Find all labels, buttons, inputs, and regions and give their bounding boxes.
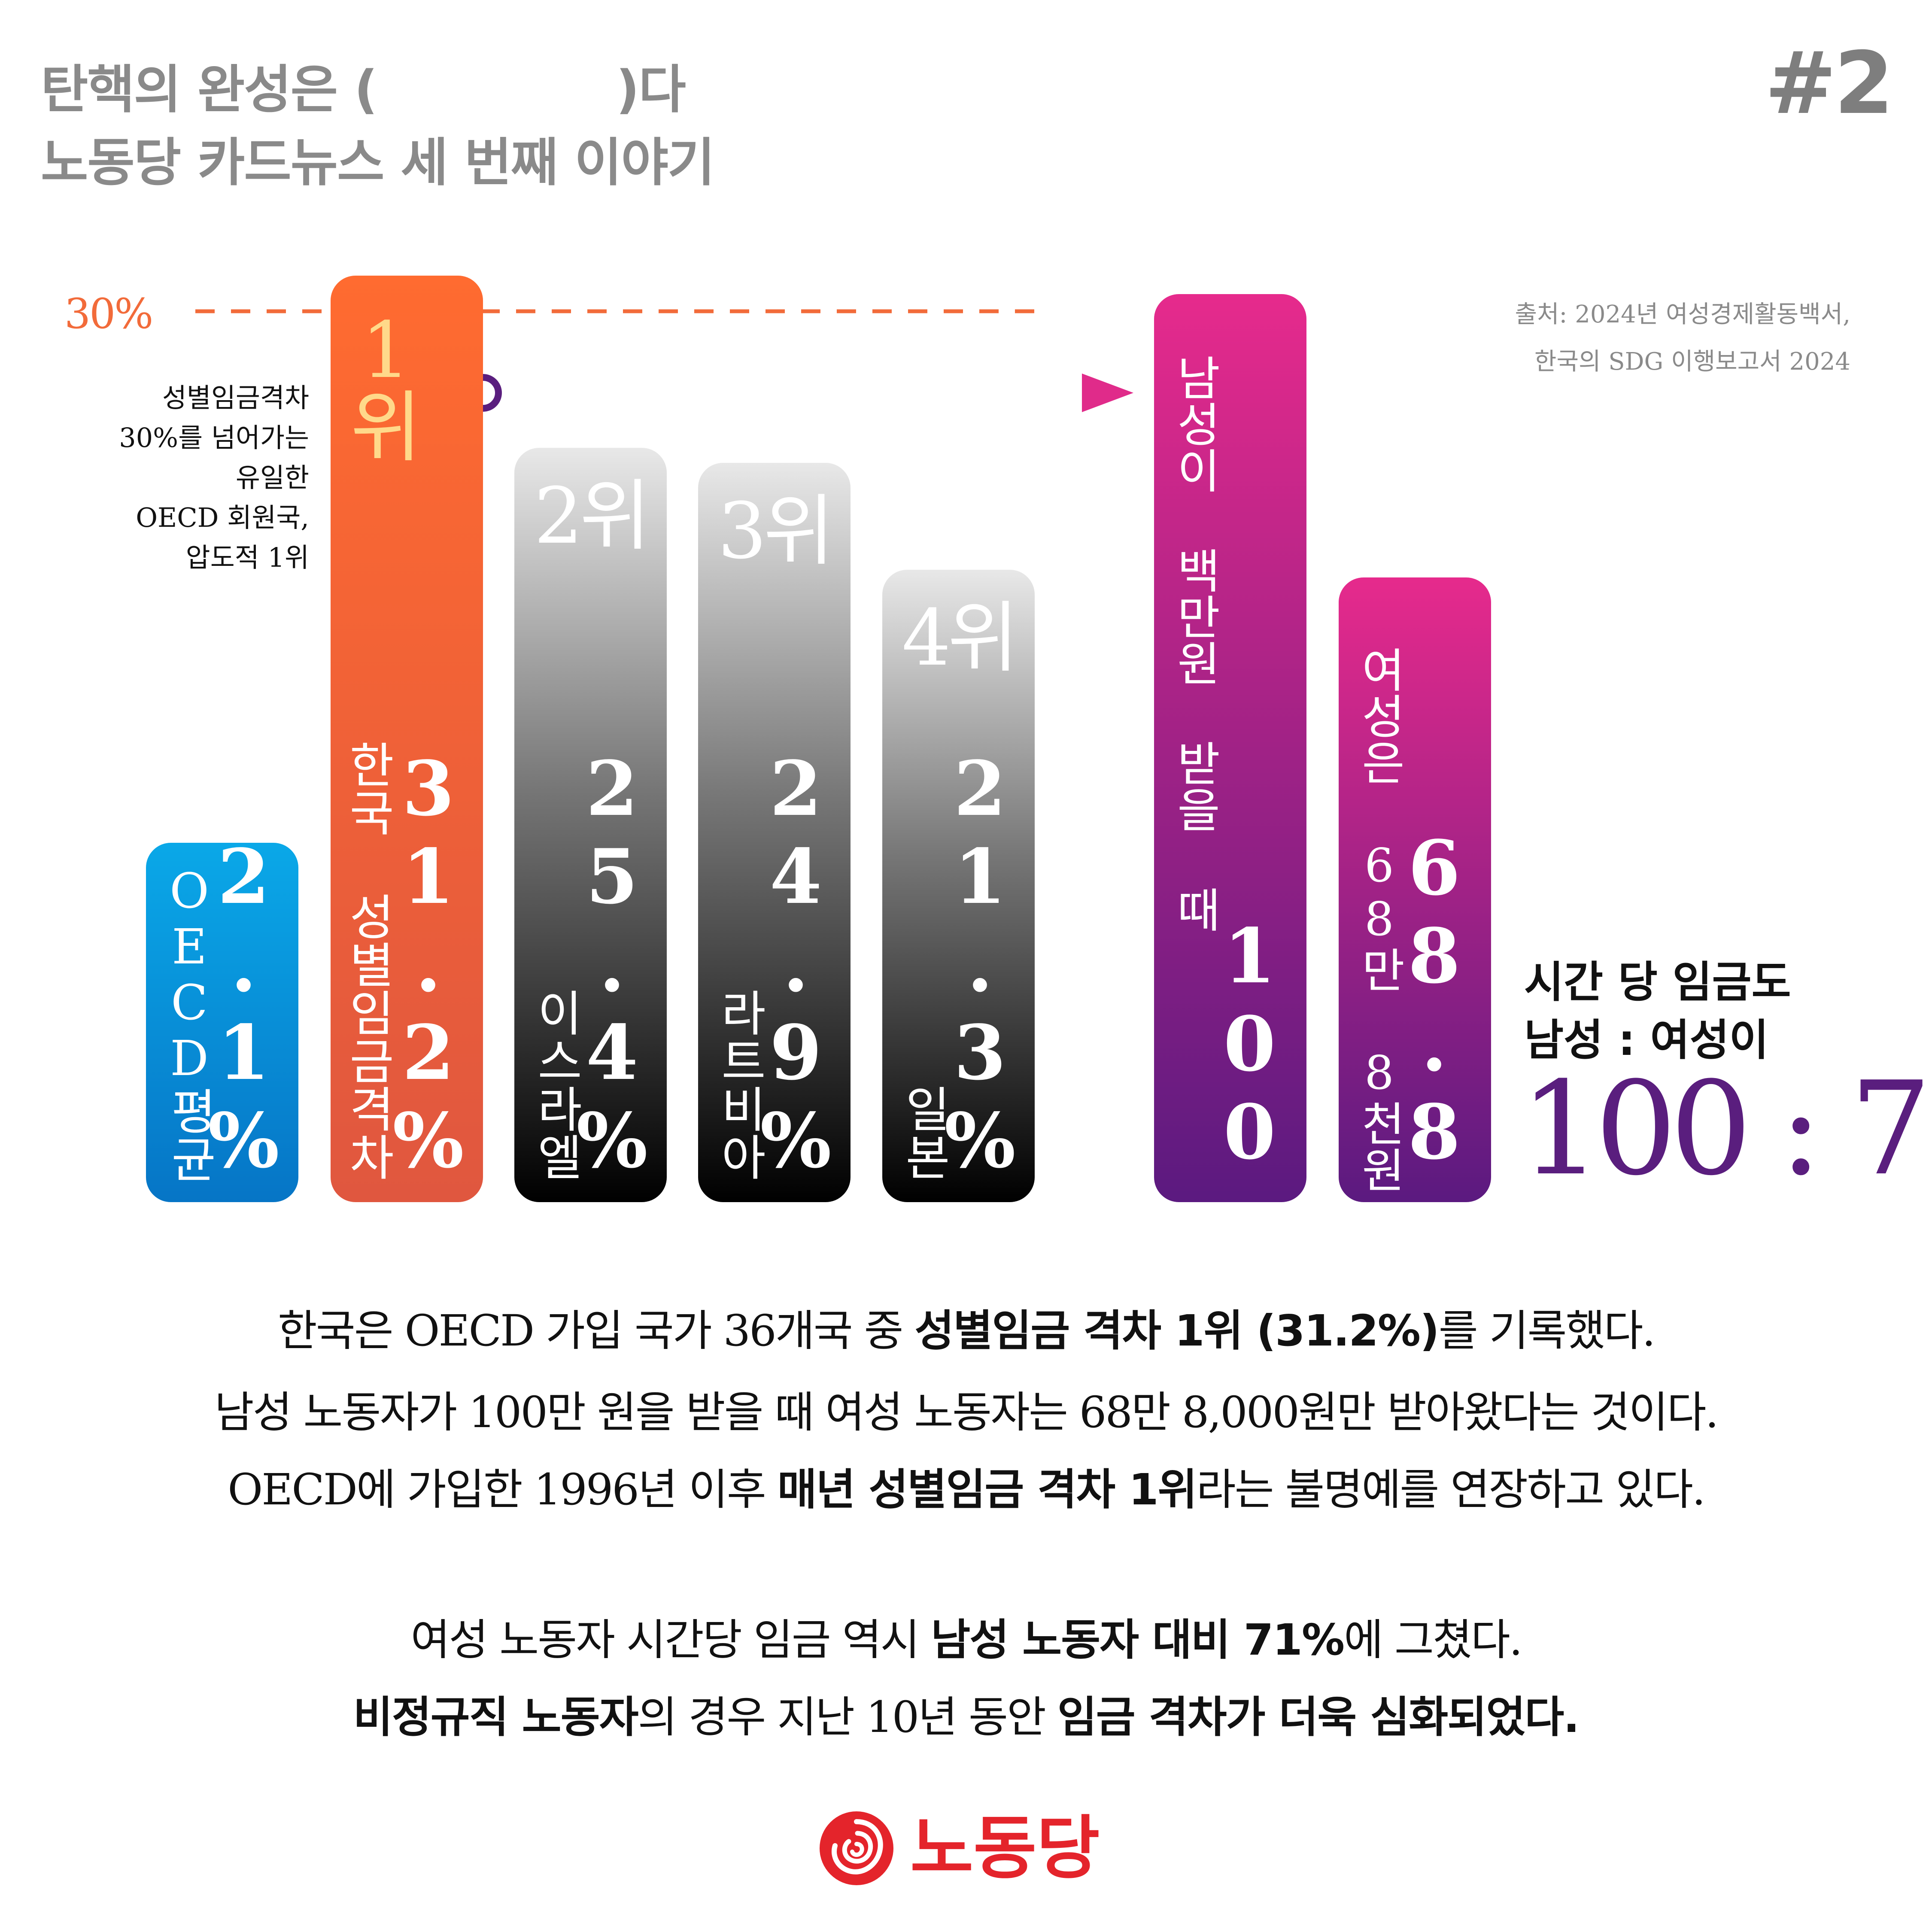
paragraph-1-line-3: OECD에 가입한 1996년 이후 매년 성별임금 격차 1위라는 불명예를 …	[228, 1464, 1706, 1515]
bar-korea: 1위 한국 성별임금격차 31.2%	[331, 276, 483, 1202]
annotation-text: 성별임금격차 30%를 넘어가는 유일한 OECD 회원국, 압도적 1위	[119, 378, 309, 577]
bar-value: 21.3%	[936, 745, 1024, 1185]
annotation-line: 30%를 넘어가는	[119, 422, 309, 453]
bar-female-wage: 여성은 68만 8천원 68.8	[1339, 577, 1491, 1202]
annotation-line: OECD 회원국,	[136, 502, 309, 533]
bar-japan: 4위 일본 21.3%	[882, 569, 1035, 1202]
bar-oecd-average: OECD평균 12.1%	[146, 745, 298, 1202]
bar-value: 25.4%	[568, 744, 656, 1185]
logo-text: 노동당	[910, 1808, 1100, 1888]
annotation-line: 유일한	[235, 462, 309, 493]
party-logo: 노동당	[818, 1805, 1118, 1891]
bar-value: 12.1%	[200, 744, 288, 1185]
source-line-2: 한국의 SDG 이행보고서 2024	[1534, 348, 1850, 376]
hourly-line-1: 시간 당 임금도	[1524, 957, 1791, 1007]
threshold-label: 30%	[64, 290, 153, 338]
paragraph-2-line-1: 여성 노동자 시간당 임금 역시 남성 노동자 대비 71%에 그쳤다.	[410, 1615, 1522, 1665]
bar-label: 한국 성별임금격차	[340, 740, 395, 1181]
bar-label: 여성은 68만 8천원	[1352, 646, 1406, 1193]
rank-label: 3위	[717, 486, 834, 576]
bar-latvia: 3위 라트비아 24.9%	[698, 462, 851, 1202]
paragraph-1-line-1: 한국은 OECD 가입 국가 36개국 중 성별임금 격차 1위 (31.2%)…	[277, 1306, 1656, 1356]
paragraph-1-line-2: 남성 노동자가 100만 원을 받을 때 여성 노동자는 68만 8,000원만…	[214, 1387, 1719, 1437]
source-line-1: 출처: 2024년 여성경제활동백서,	[1515, 301, 1850, 328]
bar-label: 라트비아	[711, 988, 767, 1181]
title-line-1: 탄핵의 완성은 ( )다	[41, 60, 686, 120]
annotation-line: 성별임금격차	[162, 382, 309, 413]
bar-value: 31.2%	[384, 745, 472, 1185]
arrow-head	[1082, 374, 1133, 412]
bar-label: 남성이 백만원 받을 때	[1168, 354, 1221, 933]
hourly-ratio: 100 : 71	[1520, 1054, 1932, 1204]
bar-label: OECD평균	[161, 863, 217, 1183]
bar-value: 100	[1206, 912, 1294, 1176]
rank-label: 4위	[902, 593, 1018, 683]
page-number: #2	[1765, 33, 1894, 134]
title-line-2: 노동당 카드뉴스 세 번째 이야기	[41, 133, 715, 193]
bar-value: 24.9%	[752, 745, 840, 1185]
paragraph-2-line-2: 비정규직 노동자의 경우 지난 10년 동안 임금 격차가 더욱 심화되었다.	[353, 1692, 1580, 1742]
rose-icon	[820, 1811, 893, 1885]
bar-label: 일본	[896, 1084, 951, 1181]
bar-value: 68.8	[1390, 824, 1478, 1176]
bar-israel: 2위 이스라엘 25.4%	[514, 448, 667, 1202]
annotation-line: 압도적 1위	[185, 542, 309, 573]
bar-male-wage: 남성이 백만원 받을 때 100	[1154, 294, 1306, 1202]
hourly-label: 시간 당 임금도 남성 : 여성이	[1524, 953, 1791, 1069]
hourly-line-2: 남성 : 여성이	[1524, 1015, 1769, 1065]
rank-label: 2위	[534, 471, 650, 562]
rank-label: 1위	[350, 306, 422, 473]
bar-label: 이스라엘	[528, 988, 583, 1181]
